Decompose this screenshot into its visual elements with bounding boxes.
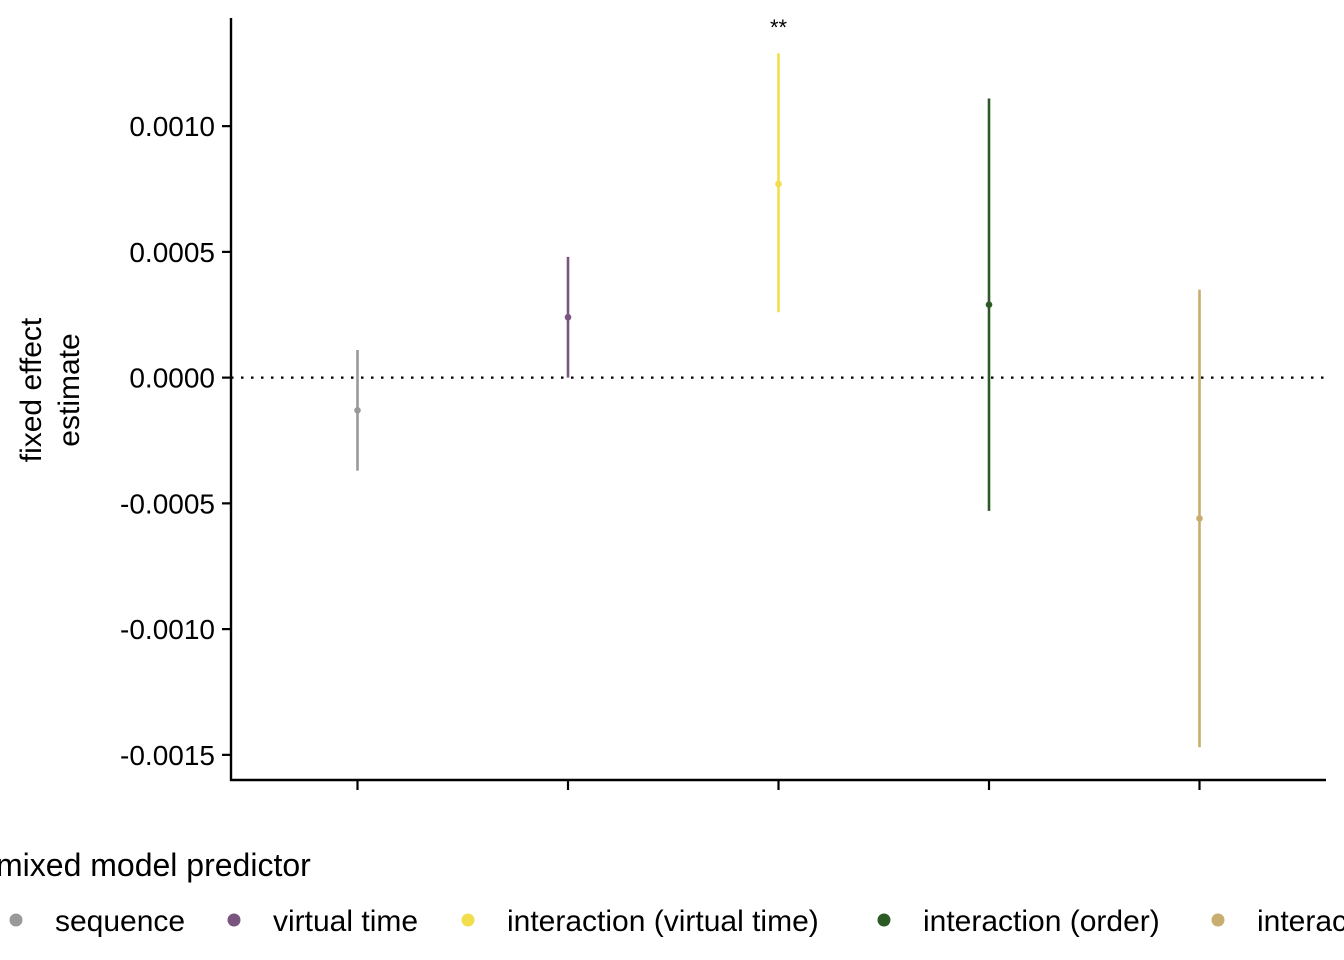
legend-marker: [461, 913, 475, 927]
estimate-point: [354, 407, 361, 414]
legend-label: sequence: [55, 905, 185, 938]
estimate-point: [775, 180, 782, 188]
estimate-point: [985, 301, 993, 308]
legend-title: mixed model predictor: [0, 847, 311, 883]
legend-marker: [877, 913, 891, 927]
legend-label: interaction (virtual time): [507, 905, 819, 938]
y-axis-title-line: fixed effect: [15, 317, 48, 462]
legend-marker: [9, 913, 23, 927]
y-axis-label: fixed effect estimate: [15, 317, 86, 462]
y-tick-label: -0.0015: [120, 740, 215, 771]
legend: mixed model predictor sequence virtual tim…: [0, 847, 1344, 938]
y-axis: 0.0010 0.0005 0.0000 -0.0005 -0.0010 -0.0015: [120, 18, 233, 781]
legend-marker: [1211, 913, 1225, 927]
y-axis-title-line: estimate: [53, 333, 86, 446]
y-tick-label: 0.0010: [129, 111, 215, 142]
y-tick-label: 0.0005: [129, 237, 215, 268]
legend-label: interaction (virtual time, unshuffled): [1257, 905, 1344, 938]
y-tick-label: -0.0005: [120, 488, 215, 519]
estimate-point: [1196, 515, 1203, 522]
significance-annotation: **: [770, 15, 788, 40]
legend-label: virtual time: [273, 905, 418, 938]
x-axis: [230, 778, 1326, 790]
legend-marker: [227, 913, 241, 927]
plot-marks: **: [231, 15, 1326, 748]
y-tick-label: -0.0010: [120, 614, 215, 645]
legend-label: interaction (order): [923, 905, 1160, 938]
estimate-point: [564, 313, 572, 321]
y-axis-title: fixed effect estimate: [15, 317, 86, 462]
y-tick-label: 0.0000: [129, 363, 215, 394]
